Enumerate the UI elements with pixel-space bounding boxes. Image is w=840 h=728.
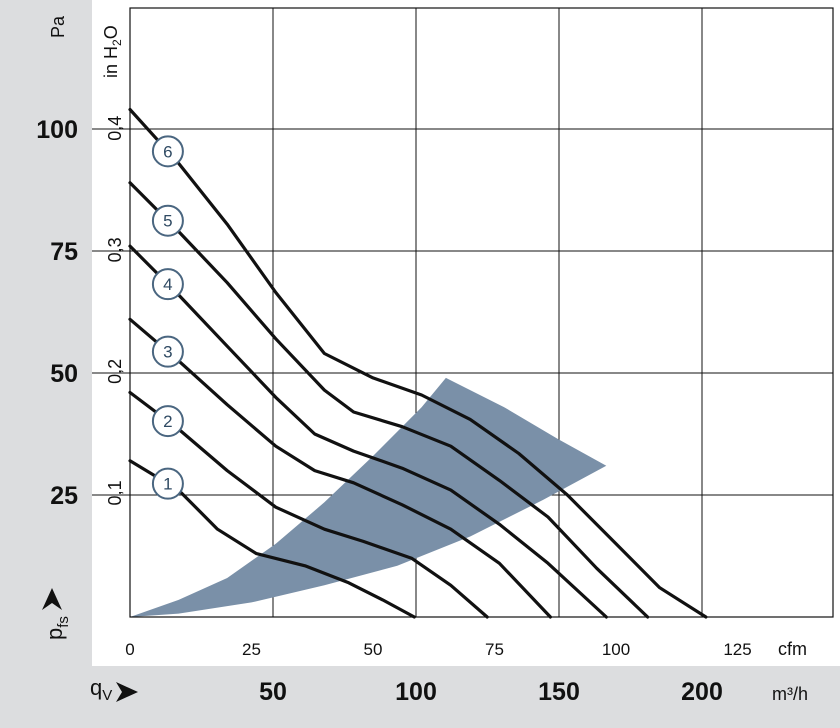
curve-labels: 1 2 3 4 5 6 (151, 135, 184, 500)
pa-tick-100: 100 (36, 116, 78, 144)
pa-tick-25: 25 (50, 482, 78, 510)
inh2o-tick-1: 0,2 (105, 359, 125, 384)
cfm-tick-0: 0 (125, 640, 134, 659)
curve-label-4-circle (151, 268, 184, 301)
curve-label-1-circle (151, 467, 184, 500)
curves (128, 107, 708, 619)
curve-label-3: 3 (163, 343, 172, 362)
grid (92, 8, 833, 617)
m3h-tick-150: 150 (538, 678, 580, 706)
pfs-symbol: pfs (42, 616, 72, 640)
curve-label-4: 4 (163, 275, 172, 294)
qv-arrow-icon (116, 682, 138, 702)
operating-range-area (130, 377, 607, 617)
curve-label-5: 5 (163, 212, 172, 231)
inh2o-tick-3: 0,4 (105, 116, 125, 141)
bottom-band (0, 666, 840, 728)
curve-2 (128, 390, 489, 619)
cfm-tick-25: 25 (242, 640, 261, 659)
cfm-tick-125: 125 (723, 640, 751, 659)
curve-label-6-circle (151, 135, 184, 168)
curve-label-3-circle (151, 335, 184, 368)
curve-1 (128, 459, 416, 619)
cfm-tick-100: 100 (602, 640, 630, 659)
left-band (0, 0, 92, 728)
curve-label-5-circle (151, 204, 184, 237)
qv-symbol: qV (90, 675, 112, 704)
inh2o-unit-label: in H2O (101, 25, 124, 78)
curve-5 (128, 181, 650, 619)
plot-frame (129, 7, 834, 618)
m3h-tick-50: 50 (259, 678, 287, 706)
pfs-arrow-icon (42, 588, 62, 610)
cfm-unit-label: cfm (778, 639, 807, 659)
m3h-unit-label: m³/h (772, 684, 808, 704)
curve-label-1: 1 (163, 475, 172, 494)
pa-tick-75: 75 (50, 238, 78, 266)
m3h-tick-100: 100 (395, 678, 437, 706)
m3h-tick-200: 200 (681, 678, 723, 706)
pa-tick-50: 50 (50, 360, 78, 388)
cfm-tick-50: 50 (364, 640, 383, 659)
curve-3 (128, 317, 552, 619)
curve-label-2: 2 (163, 412, 172, 431)
cfm-tick-75: 75 (485, 640, 504, 659)
inh2o-tick-0: 0,1 (105, 480, 125, 505)
curve-label-6: 6 (163, 142, 172, 161)
pa-unit-label: Pa (48, 15, 68, 38)
curve-6 (128, 107, 708, 619)
curve-label-2-circle (151, 405, 184, 438)
inh2o-tick-2: 0,3 (105, 237, 125, 262)
curve-4 (128, 244, 608, 619)
